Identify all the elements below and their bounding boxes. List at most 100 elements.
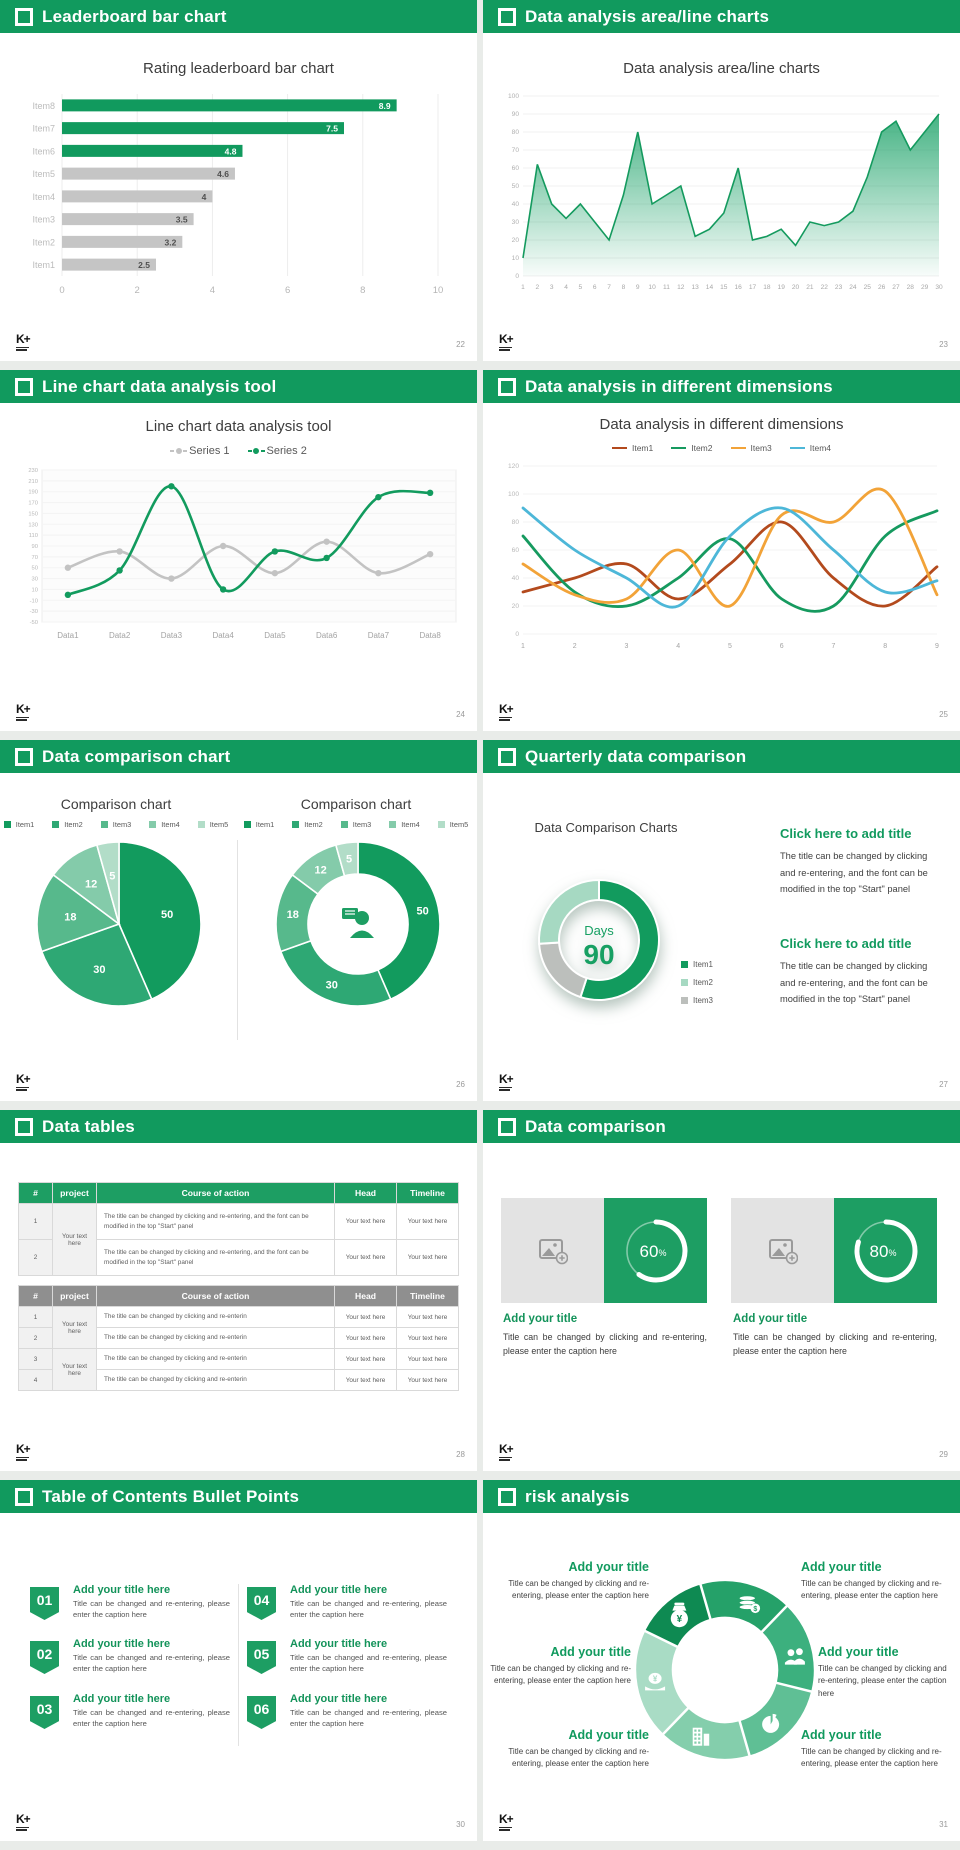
- svg-text:70: 70: [512, 147, 520, 154]
- svg-text:5: 5: [579, 284, 583, 291]
- risk-block[interactable]: Add your title Title can be changed by c…: [801, 1728, 951, 1771]
- toc-item-caption: Title can be changed and re-entering, pl…: [73, 1599, 230, 1620]
- progress-ring-60: 60%: [617, 1212, 695, 1290]
- progress-ring-80: 80%: [847, 1212, 925, 1290]
- number-badge: 05: [247, 1641, 276, 1674]
- risk-block-caption: Title can be changed by clicking and re-…: [508, 1579, 649, 1601]
- risk-block-caption: Title can be changed by clicking and re-…: [508, 1747, 649, 1769]
- card-title[interactable]: Add your title: [503, 1313, 578, 1325]
- col-header: #: [18, 1285, 53, 1307]
- slide-header-bar: risk analysis: [483, 1480, 960, 1513]
- risk-block[interactable]: Add your title Title can be changed by c…: [801, 1560, 951, 1603]
- data-table-green: # project Course of action Head Timeline…: [18, 1182, 459, 1276]
- risk-block[interactable]: Add your title Title can be changed by c…: [818, 1645, 958, 1700]
- col-header: Course of action: [96, 1182, 335, 1204]
- svg-text:1: 1: [521, 643, 525, 650]
- toc-item[interactable]: 01 Add your title here Title can be chan…: [30, 1584, 230, 1621]
- slide-header-bar: Data analysis in different dimensions: [483, 370, 960, 403]
- page-number: 26: [456, 1080, 465, 1089]
- svg-text:$: $: [753, 1606, 757, 1613]
- progress-panel: 80%: [834, 1198, 937, 1303]
- slide-percent-comparison[interactable]: Data comparison 60%: [483, 1110, 960, 1471]
- days-donut-chart: Days 90: [523, 864, 675, 1016]
- svg-text:6: 6: [285, 285, 290, 296]
- image-placeholder[interactable]: [731, 1198, 834, 1303]
- card-title[interactable]: Add your title: [733, 1313, 808, 1325]
- slide-area-line-charts[interactable]: Data analysis area/line charts Data anal…: [483, 0, 960, 361]
- svg-text:2.5: 2.5: [138, 260, 150, 270]
- svg-text:190: 190: [28, 490, 38, 496]
- legend-item: Item2: [52, 820, 83, 829]
- toc-item-caption: Title can be changed and re-entering, pl…: [290, 1653, 447, 1674]
- toc-item-title: Add your title here: [73, 1584, 171, 1596]
- svg-text:8.9: 8.9: [379, 101, 391, 111]
- risk-block-title: Add your title: [550, 1645, 631, 1659]
- svg-text:4.8: 4.8: [225, 146, 237, 156]
- brand-logo: K+: [16, 333, 31, 351]
- page-number: 25: [939, 710, 948, 719]
- toc-item-caption: Title can be changed and re-entering, pl…: [290, 1599, 447, 1620]
- slide-header-bar: Data comparison: [483, 1110, 960, 1143]
- svg-text:5: 5: [109, 870, 115, 882]
- image-plus-icon: [768, 1238, 798, 1264]
- toc-item[interactable]: 04 Add your title here Title can be chan…: [247, 1584, 447, 1621]
- svg-text:11: 11: [663, 284, 670, 291]
- toc-item[interactable]: 02 Add your title here Title can be chan…: [30, 1638, 230, 1675]
- slide-header-title: Data comparison chart: [42, 746, 231, 766]
- svg-text:80: 80: [512, 129, 520, 136]
- slide-header-title: Leaderboard bar chart: [42, 6, 227, 26]
- block-body: The title can be changed by clicking and…: [780, 851, 928, 895]
- legend-item: Item4: [149, 820, 180, 829]
- slide-toc-bullets[interactable]: Table of Contents Bullet Points 01 Add y…: [0, 1480, 477, 1841]
- risk-block[interactable]: Add your title Title can be changed by c…: [501, 1560, 649, 1603]
- toc-item[interactable]: 05 Add your title here Title can be chan…: [247, 1638, 447, 1675]
- slide-line-chart-tool[interactable]: Line chart data analysis tool Line chart…: [0, 370, 477, 731]
- svg-text:60: 60: [512, 547, 520, 554]
- svg-text:Item1: Item1: [32, 260, 55, 270]
- legend-item: Item5: [197, 820, 228, 829]
- legend-item: Item1: [243, 820, 274, 829]
- legend-item: Item1: [681, 960, 713, 969]
- slide-header-title: Data tables: [42, 1116, 135, 1136]
- chart-legend: Item1 Item2 Item3 Item4: [483, 443, 960, 453]
- svg-text:230: 230: [28, 468, 38, 474]
- svg-text:8: 8: [622, 284, 626, 291]
- slide-quarterly-comparison[interactable]: Quarterly data comparison Data Compariso…: [483, 740, 960, 1101]
- line-chart: -50 -30 -10 10 30 50 70 90 110 130 150 170 190 210 230…: [10, 466, 466, 644]
- block-title[interactable]: Click here to add title: [780, 936, 912, 951]
- slide-pie-comparison[interactable]: Data comparison chart Comparison chart C…: [0, 740, 477, 1101]
- legend-item: Item4: [789, 443, 831, 453]
- square-bullet-icon: [15, 747, 33, 766]
- toc-item[interactable]: 03 Add your title here Title can be chan…: [30, 1693, 230, 1730]
- slide-leaderboard-bar-chart[interactable]: Leaderboard bar chart Rating leaderboard…: [0, 0, 477, 361]
- money-bag-icon: ¥: [670, 1602, 688, 1628]
- legend-item: Item1: [3, 820, 34, 829]
- slide-risk-analysis[interactable]: risk analysis ¥ $ ¥ Add your title Title c…: [483, 1480, 960, 1841]
- slide-dimension-lines[interactable]: Data analysis in different dimensions Da…: [483, 370, 960, 731]
- svg-text:10: 10: [648, 284, 656, 291]
- square-bullet-icon: [15, 1117, 33, 1136]
- svg-text:5: 5: [346, 854, 352, 866]
- svg-text:14: 14: [706, 284, 714, 291]
- svg-text:210: 210: [28, 479, 38, 485]
- square-bullet-icon: [498, 747, 516, 766]
- svg-text:20: 20: [512, 237, 520, 244]
- svg-text:27: 27: [892, 284, 900, 291]
- svg-text:40: 40: [512, 201, 520, 208]
- svg-text:28: 28: [907, 284, 915, 291]
- svg-text:23: 23: [835, 284, 843, 291]
- risk-block[interactable]: Add your title Title can be changed by c…: [501, 1728, 649, 1771]
- legend-item: Series 2: [247, 445, 307, 457]
- svg-text:Data5: Data5: [264, 631, 286, 640]
- risk-block[interactable]: Add your title Title can be changed by c…: [489, 1645, 631, 1688]
- svg-text:Item7: Item7: [32, 124, 55, 134]
- image-placeholder[interactable]: [501, 1198, 604, 1303]
- block-title[interactable]: Click here to add title: [780, 826, 912, 841]
- toc-item[interactable]: 06 Add your title here Title can be chan…: [247, 1693, 447, 1730]
- svg-text:18: 18: [287, 909, 299, 921]
- svg-text:7: 7: [832, 643, 836, 650]
- table-row: 1 Your text here The title can be change…: [18, 1306, 459, 1349]
- slide-data-tables[interactable]: Data tables # project Course of action H…: [0, 1110, 477, 1471]
- legend-item: Item3: [340, 820, 371, 829]
- slide-header-title: Quarterly data comparison: [525, 746, 747, 766]
